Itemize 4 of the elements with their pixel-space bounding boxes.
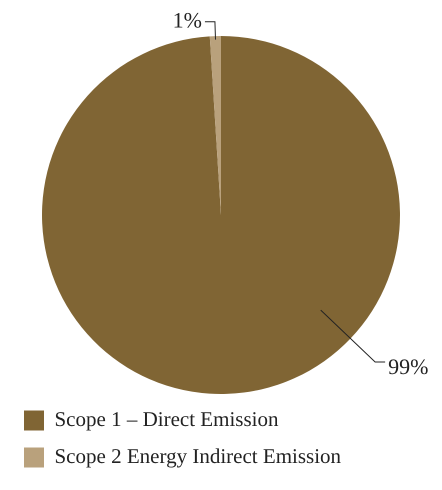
data-label: 1%: [172, 8, 202, 33]
legend-label: Scope 2 Energy Indirect Emission: [54, 444, 342, 468]
data-label: 99%: [388, 354, 428, 379]
legend-label: Scope 1 – Direct Emission: [54, 407, 279, 432]
